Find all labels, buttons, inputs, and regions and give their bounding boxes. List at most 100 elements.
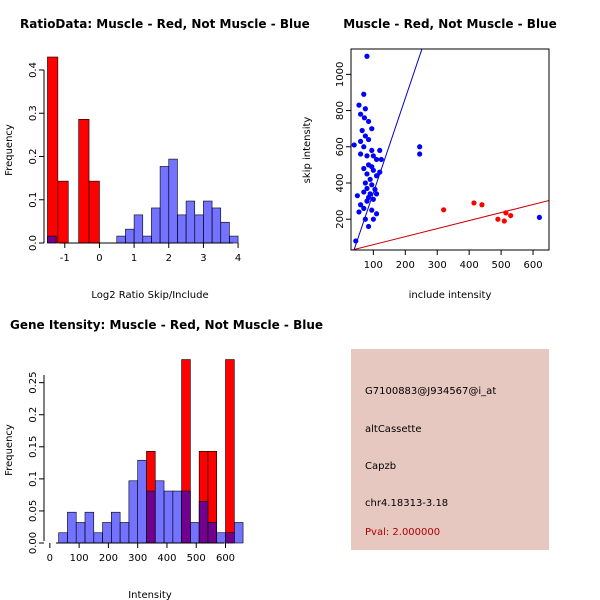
not-muscle-point <box>357 111 364 117</box>
not-muscle-point <box>353 238 359 244</box>
not-muscle-point <box>351 142 357 148</box>
scatter-ytick-label: 400 <box>335 173 346 192</box>
gene-ytick-label: 0.05 <box>28 500 39 522</box>
gene-bar-not-muscle <box>93 532 103 544</box>
not-muscle-point <box>361 165 367 172</box>
ratio-xtick-label: 2 <box>166 253 172 264</box>
ratio-bar-not-muscle <box>125 228 135 244</box>
not-muscle-point <box>361 115 368 121</box>
scatter-box <box>350 48 550 251</box>
not-muscle-point <box>365 223 372 230</box>
not-muscle-point <box>377 169 383 175</box>
ratio-ytick-label: 0.3 <box>28 105 39 121</box>
scatter-ylabel: skip intensity <box>302 117 313 184</box>
ratio-xlabel: Log2 Ratio Skip/Include <box>91 290 208 301</box>
gene-bar-not-muscle <box>172 490 182 544</box>
ratio-bar-not-muscle <box>133 214 144 244</box>
not-muscle-point <box>417 144 423 150</box>
not-muscle-point <box>373 173 380 179</box>
scatter-xtick-label: 600 <box>523 260 542 271</box>
not-muscle-point <box>367 176 373 182</box>
not-muscle-point <box>536 214 543 221</box>
not-muscle-point <box>361 205 367 211</box>
scatter-xtick-label: 100 <box>364 260 383 271</box>
scatter-ytick-label: 800 <box>335 101 346 120</box>
gene-ytick-label: 0.2 <box>28 407 39 423</box>
scatter-ytick-label: 1000 <box>335 62 346 87</box>
not-muscle-point <box>370 196 376 202</box>
ratio-bar-not-muscle <box>211 207 222 244</box>
not-muscle-point <box>357 138 364 144</box>
ratio-bar-not-muscle <box>177 214 187 244</box>
event-type: altCassette <box>365 424 422 435</box>
gene-name: Capzb <box>365 461 397 472</box>
gene-bar-not-muscle <box>75 522 86 544</box>
gene-bar-not-muscle <box>58 532 68 544</box>
ratio-bar-not-muscle <box>220 221 230 244</box>
scatter-xlabel: include intensity <box>409 290 492 301</box>
muscle-point <box>501 218 507 224</box>
scatter-ytick-label: 600 <box>335 137 346 156</box>
ratio-bar-not-muscle <box>185 200 196 244</box>
gene-ytick-label: 0.00 <box>28 532 39 554</box>
not-muscle-point <box>369 207 375 213</box>
not-muscle-point <box>364 53 370 59</box>
gene-bar-not-muscle <box>190 522 200 544</box>
gene-bar-not-muscle <box>163 490 174 544</box>
gene-ytick-label: 0.25 <box>28 372 39 394</box>
ratio-ytick-label: 0.1 <box>28 192 39 208</box>
gene-bar-not-muscle <box>146 490 156 544</box>
not-muscle-point <box>365 118 372 125</box>
gene-bar-not-muscle <box>67 511 77 544</box>
scatter-title: Muscle - Red, Not Muscle - Blue <box>343 17 557 31</box>
ratio-title: RatioData: Muscle - Red, Not Muscle - Bl… <box>20 17 310 31</box>
ratio-ytick-label: 0.0 <box>28 235 39 251</box>
gene-ytick-label: 0.15 <box>28 436 39 458</box>
not-muscle-point <box>364 198 370 204</box>
gene-ytick-label: 0.1 <box>28 471 39 487</box>
gene-xtick-label: 500 <box>187 553 206 564</box>
gene-bar-not-muscle <box>181 490 191 544</box>
scatter-ytick-label: 200 <box>335 210 346 229</box>
not-muscle-point <box>362 133 368 139</box>
not-muscle-point <box>373 156 380 163</box>
not-muscle-point <box>356 102 362 108</box>
ratio-xtick-label: -1 <box>60 253 70 264</box>
ratio-xtick-label: 0 <box>96 253 102 264</box>
not-muscle-point <box>357 151 364 157</box>
not-muscle-point <box>369 126 375 132</box>
gene-bar-not-muscle <box>154 480 165 544</box>
gene-ylabel: Frequency <box>4 424 15 476</box>
not-muscle-point <box>354 193 360 199</box>
info-panel: G7100883@J934567@i_at altCassette Capzb … <box>351 349 549 550</box>
not-muscle-point <box>378 156 384 163</box>
gene-bar-not-muscle <box>198 501 209 544</box>
gene-bar-not-muscle <box>233 522 244 544</box>
not-muscle-point <box>365 136 372 143</box>
gene-bar-not-muscle <box>119 522 130 544</box>
not-muscle-point <box>369 182 375 188</box>
muscle-point <box>441 207 447 213</box>
gene-title: Gene Itensity: Muscle - Red, Not Muscle … <box>10 318 323 332</box>
not-muscle-point <box>370 153 376 159</box>
not-muscle-point <box>377 147 383 154</box>
muscle-fit-line <box>351 199 549 250</box>
not-muscle-point <box>362 216 368 222</box>
scatter-xtick-label: 300 <box>428 260 447 271</box>
gene-xtick-label: 0 <box>47 553 53 564</box>
probe-id: G7100883@J934567@i_at <box>365 386 497 397</box>
ratio-bar-muscle <box>47 56 59 244</box>
gene-histogram: Gene Itensity: Muscle - Red, Not Muscle … <box>4 318 323 600</box>
not-muscle-point <box>364 185 370 192</box>
muscle-point <box>471 200 477 206</box>
ratio-ylabel: Frequency <box>4 124 15 176</box>
ratio-bar-not-muscle <box>194 214 204 244</box>
not-muscle-point <box>373 211 380 217</box>
not-muscle-point <box>361 91 367 97</box>
ratio-xtick-label: 4 <box>235 253 241 264</box>
not-muscle-point <box>357 202 364 208</box>
ratio-bar-not-muscle <box>47 235 57 244</box>
ratio-bar-muscle <box>88 180 100 244</box>
